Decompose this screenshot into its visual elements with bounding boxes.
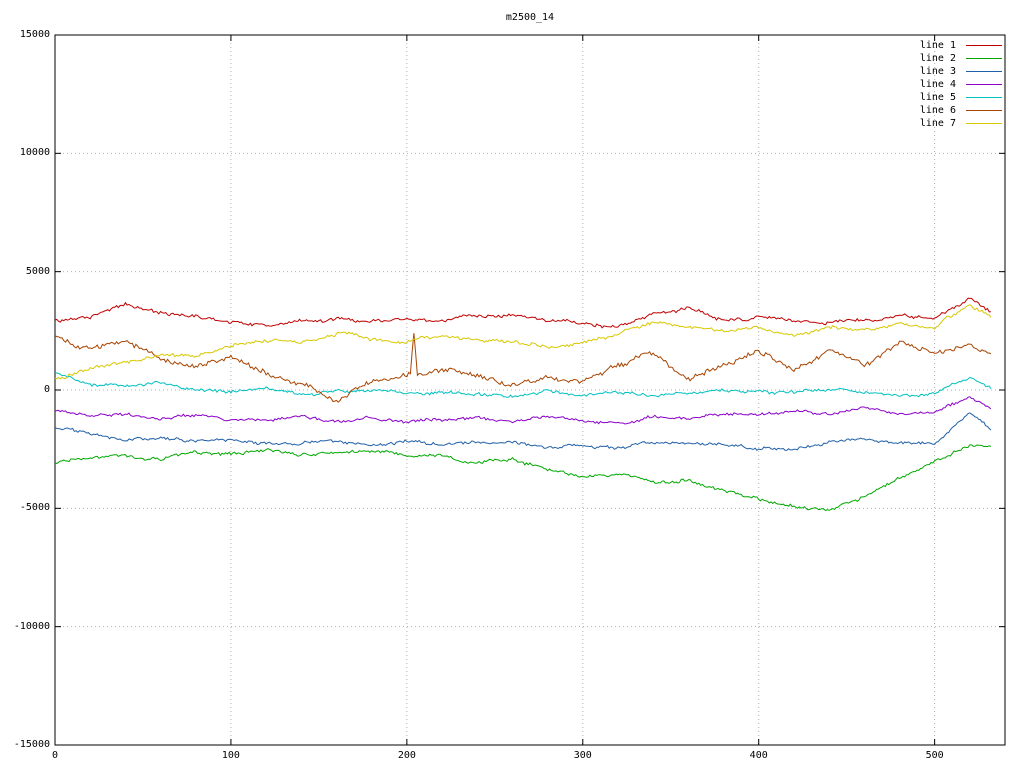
y-tick-label: -10000: [13, 620, 50, 632]
y-tick-label: 5000: [25, 265, 50, 277]
series-line-1: [54, 297, 991, 329]
legend-label: line 6: [919, 105, 956, 116]
series-line-4: [54, 396, 992, 425]
y-tick-label: -5000: [19, 502, 50, 514]
x-tick-label: 500: [925, 750, 944, 761]
legend-label: line 2: [919, 53, 956, 64]
legend-line-swatch: [966, 97, 1002, 98]
y-tick-label: 0: [43, 384, 50, 395]
legend-label: line 1: [919, 40, 956, 51]
y-tick-label: -15000: [13, 739, 50, 750]
series-line-5: [54, 372, 992, 398]
legend-entry-3: line 3: [920, 65, 1002, 78]
legend-entry-2: line 2: [920, 52, 1002, 65]
legend-line-swatch: [966, 123, 1002, 124]
legend-label: line 5: [919, 92, 956, 103]
y-tick-label: 15000: [19, 29, 50, 40]
legend-line-swatch: [966, 71, 1002, 72]
legend-line-swatch: [966, 58, 1002, 59]
legend-entry-7: line 7: [920, 117, 1002, 130]
legend-entry-1: line 1: [920, 39, 1002, 52]
legend-line-swatch: [966, 84, 1002, 85]
legend: line 1 line 2 line 3 line 4 line 5 line 6 line…: [920, 39, 1002, 130]
legend-label: line 7: [919, 118, 956, 129]
x-tick-label: 0: [51, 750, 59, 761]
series-line-2: [54, 444, 992, 512]
legend-line-swatch: [966, 45, 1002, 46]
chart-title: m2500_14: [505, 12, 555, 23]
legend-entry-5: line 5: [920, 91, 1002, 104]
x-tick-label: 100: [221, 750, 240, 761]
y-tick-label: 10000: [19, 147, 50, 159]
legend-label: line 4: [919, 79, 956, 90]
series-line-3: [54, 412, 992, 451]
x-tick-label: 200: [397, 750, 416, 761]
legend-label: line 3: [919, 66, 956, 77]
series-line-7: [54, 304, 992, 380]
legend-entry-4: line 4: [920, 78, 1002, 91]
x-tick-label: 300: [573, 750, 592, 761]
legend-line-swatch: [966, 110, 1002, 111]
series-line-6: [54, 333, 992, 403]
x-tick-label: 400: [749, 750, 768, 761]
legend-entry-6: line 6: [920, 104, 1002, 117]
